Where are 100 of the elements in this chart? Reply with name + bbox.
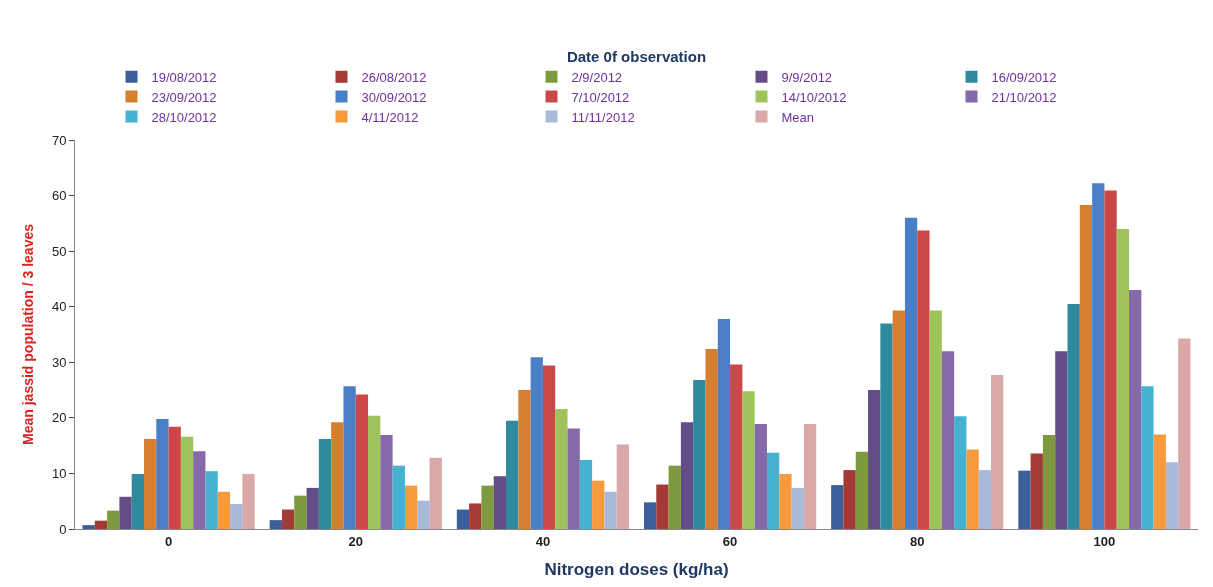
legend-label: 26/08/2012 — [361, 69, 427, 85]
bar — [791, 487, 804, 529]
bar — [404, 485, 418, 529]
legend-label: 28/10/2012 — [151, 109, 217, 125]
bar — [766, 452, 780, 529]
bar — [730, 364, 743, 529]
bar — [803, 423, 817, 529]
bar — [119, 496, 132, 529]
bar — [592, 480, 605, 529]
legend-label: 9/9/2012 — [781, 69, 833, 85]
y-tick-label: 20 — [51, 410, 67, 426]
bar — [754, 423, 767, 529]
legend-label: 21/10/2012 — [991, 89, 1057, 105]
bar — [1055, 351, 1068, 529]
x-tick-label: 100 — [1093, 533, 1116, 549]
bar — [904, 217, 918, 529]
bar — [917, 230, 930, 529]
bar — [355, 394, 369, 529]
bar — [1079, 205, 1093, 529]
y-tick-label: 60 — [51, 188, 67, 204]
bar — [1092, 183, 1105, 529]
bar — [318, 438, 332, 529]
bar — [693, 380, 706, 529]
bar — [1141, 386, 1154, 529]
bar — [604, 491, 617, 529]
bar — [643, 502, 657, 529]
x-tick-label: 0 — [164, 533, 173, 549]
y-tick-label: 0 — [59, 521, 67, 537]
legend-label: 2/9/2012 — [571, 69, 623, 85]
legend-label: Mean — [781, 109, 815, 125]
bar — [717, 318, 731, 529]
bar — [966, 449, 979, 529]
bar — [831, 485, 844, 529]
bar — [417, 500, 430, 529]
bar — [368, 415, 381, 529]
bar — [892, 310, 905, 529]
y-axis-title: Mean jassid population / 3 leaves — [19, 223, 36, 445]
bar — [456, 509, 470, 529]
bar — [230, 503, 243, 529]
bar — [1030, 453, 1043, 529]
bar — [1042, 435, 1056, 529]
y-tick-label: 70 — [51, 132, 67, 148]
bar — [868, 390, 881, 529]
bar — [668, 465, 681, 529]
bar — [331, 422, 344, 529]
bar — [1129, 290, 1142, 529]
y-tick-label: 30 — [51, 354, 67, 370]
bar — [567, 428, 580, 529]
bar — [656, 484, 669, 529]
bar — [506, 420, 519, 529]
bar — [1116, 228, 1130, 529]
bar — [217, 491, 231, 529]
bar — [1178, 338, 1191, 529]
bar — [242, 473, 255, 529]
bar — [978, 470, 992, 529]
bar — [929, 310, 942, 529]
bar — [180, 436, 194, 529]
bar — [131, 473, 144, 529]
y-tick-label: 10 — [51, 465, 67, 481]
bar — [168, 426, 181, 529]
legend-label: 4/11/2012 — [361, 109, 419, 125]
bar — [294, 495, 307, 529]
bar — [742, 391, 755, 529]
bar — [616, 444, 630, 529]
bar — [542, 365, 556, 529]
bar — [843, 470, 856, 529]
bar — [281, 509, 295, 529]
legend-label: 16/09/2012 — [991, 69, 1057, 85]
legend-label: 11/11/2012 — [571, 109, 635, 125]
bar — [680, 422, 694, 529]
x-axis-title: Nitrogen doses (kg/ha) — [544, 560, 729, 579]
bar — [205, 471, 218, 529]
legend-label: 30/09/2012 — [361, 89, 427, 105]
bar — [991, 375, 1004, 529]
bar — [429, 457, 442, 529]
y-tick-label: 40 — [51, 299, 67, 315]
bar — [1165, 462, 1179, 529]
bar — [1104, 190, 1117, 529]
bar — [156, 418, 169, 529]
legend-title: Date 0f observation — [566, 47, 707, 65]
bar — [855, 451, 869, 529]
bar — [469, 503, 482, 529]
legend-label: 23/09/2012 — [151, 89, 217, 105]
legend-label: 19/08/2012 — [151, 69, 217, 85]
bar — [107, 510, 120, 529]
bar — [306, 487, 319, 529]
bar — [518, 390, 531, 529]
bar — [779, 473, 792, 529]
bar — [481, 485, 494, 529]
bar — [94, 520, 108, 529]
bar — [954, 416, 967, 529]
bar — [392, 465, 405, 529]
bar — [579, 460, 593, 529]
bar — [705, 348, 718, 529]
bar — [493, 476, 507, 529]
bar — [941, 351, 955, 529]
bar — [1018, 470, 1031, 529]
bar — [880, 323, 893, 529]
legend-label: 14/10/2012 — [781, 89, 847, 105]
x-tick-label: 60 — [722, 533, 738, 549]
